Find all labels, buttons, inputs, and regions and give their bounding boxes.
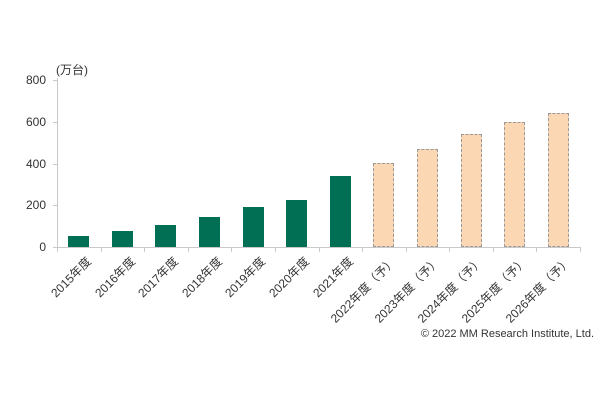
y-axis-tick-label: 400 xyxy=(25,156,46,171)
y-axis-tick-label: 0 xyxy=(39,240,46,254)
y-axis-tick xyxy=(53,247,57,248)
y-axis-tick xyxy=(53,80,57,81)
x-axis-tick xyxy=(231,248,233,252)
actual-bar xyxy=(68,236,90,247)
x-axis-tick xyxy=(449,248,451,252)
y-axis-tick-label: 600 xyxy=(25,114,46,129)
y-axis-tick xyxy=(53,163,57,165)
y-axis-unit-label: (万台) xyxy=(56,63,88,77)
copyright-text: © 2022 MM Research Institute, Ltd. xyxy=(420,328,594,340)
forecast-bar xyxy=(504,122,526,247)
y-axis-tick xyxy=(53,205,57,207)
y-axis-tick-label: 800 xyxy=(25,73,46,87)
x-axis-tick xyxy=(100,248,102,252)
forecast-bar xyxy=(547,113,569,247)
actual-bar xyxy=(242,207,264,247)
y-axis-line xyxy=(57,78,58,248)
x-axis-tick xyxy=(536,248,538,252)
forecast-bar xyxy=(373,163,395,247)
x-axis-tick xyxy=(274,248,276,252)
x-axis-line xyxy=(57,247,581,248)
forecast-bar xyxy=(416,149,438,247)
actual-bar xyxy=(155,225,177,247)
x-axis-tick xyxy=(492,248,494,252)
actual-bar xyxy=(199,217,221,247)
x-axis-tick xyxy=(318,248,320,252)
x-axis-tick xyxy=(405,248,407,252)
x-axis-tick xyxy=(187,248,189,252)
x-axis-tick xyxy=(580,248,581,252)
actual-bar xyxy=(329,176,351,247)
actual-bar xyxy=(286,200,308,247)
y-axis-tick-label: 200 xyxy=(25,198,46,213)
forecast-bar xyxy=(460,134,482,247)
x-axis-tick xyxy=(362,248,364,252)
x-axis-tick xyxy=(57,248,58,252)
y-axis-tick xyxy=(53,121,57,123)
x-axis-tick xyxy=(144,248,146,252)
actual-bar xyxy=(111,231,133,247)
